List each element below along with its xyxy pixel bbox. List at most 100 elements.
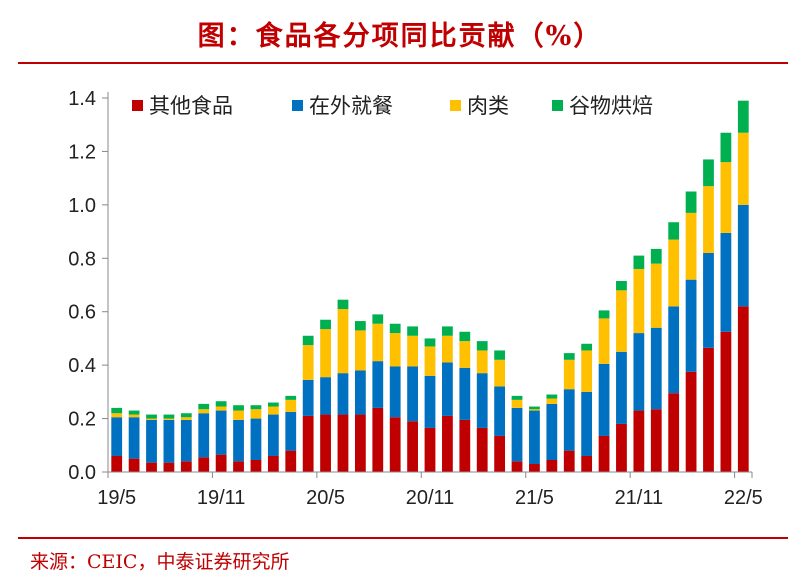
bar-21-5-series-0 xyxy=(529,463,540,472)
source-rule xyxy=(18,537,788,539)
bar-22-5-series-1 xyxy=(737,204,749,307)
bar-20-2-series-3 xyxy=(267,402,279,407)
y-tick-label: 0.0 xyxy=(68,462,96,484)
bar-20-4-series-0 xyxy=(302,415,314,472)
bar-21-6-series-0 xyxy=(546,459,558,472)
bar-20-2-series-1 xyxy=(267,414,279,456)
y-tick-label: 0.8 xyxy=(68,248,96,270)
bar-20-5-series-3 xyxy=(320,319,331,330)
bar-20-7-series-1 xyxy=(354,370,366,415)
bar-20-1-series-3 xyxy=(250,405,262,410)
legend-swatch xyxy=(450,100,461,111)
bar-19-11-series-2 xyxy=(215,406,227,411)
bar-group xyxy=(111,100,749,472)
bar-20-12-series-0 xyxy=(442,415,453,472)
bar-19-10-series-0 xyxy=(198,457,210,472)
bar-22-1-series-3 xyxy=(668,222,680,240)
legend: 其他食品 在外就餐 肉类 谷物烘焙 xyxy=(132,94,653,118)
bar-19-12-series-1 xyxy=(233,419,244,462)
bar-21-3-series-2 xyxy=(494,359,506,387)
bar-20-8-series-1 xyxy=(372,361,384,408)
bar-21-11-series-3 xyxy=(633,255,645,269)
bar-21-2-series-2 xyxy=(476,350,488,374)
bar-21-7-series-3 xyxy=(563,353,575,360)
bar-22-3-series-3 xyxy=(703,159,714,187)
bar-21-8-series-0 xyxy=(581,455,593,472)
bar-20-4-series-3 xyxy=(302,335,314,346)
legend-swatch xyxy=(132,100,143,111)
bar-21-10-series-1 xyxy=(616,351,627,424)
bar-22-4-series-3 xyxy=(720,132,732,163)
bar-22-4-series-0 xyxy=(720,331,732,472)
legend-label: 其他食品 xyxy=(149,94,233,118)
bar-19-12-series-0 xyxy=(233,461,244,472)
bar-20-10-series-1 xyxy=(407,366,418,422)
bar-21-5-series-3 xyxy=(529,406,540,410)
bar-19-9-series-1 xyxy=(180,419,192,462)
bar-20-4-series-2 xyxy=(302,345,314,380)
bar-20-1-series-0 xyxy=(250,459,262,472)
bar-21-7-series-1 xyxy=(563,389,575,451)
bar-20-5-series-0 xyxy=(320,414,331,472)
bar-19-6-series-0 xyxy=(128,458,140,472)
bar-20-3-series-3 xyxy=(285,395,297,400)
bar-19-9-series-3 xyxy=(180,413,192,418)
bar-20-8-series-2 xyxy=(372,323,384,362)
bar-22-3-series-1 xyxy=(703,252,714,348)
bar-21-1-series-3 xyxy=(459,331,471,342)
bar-21-2-series-0 xyxy=(476,427,488,472)
bar-22-3-series-0 xyxy=(703,347,714,472)
legend-swatch xyxy=(552,100,563,111)
bar-21-5-series-1 xyxy=(529,410,540,464)
bar-21-3-series-1 xyxy=(494,386,506,436)
bar-20-3-series-0 xyxy=(285,450,297,472)
bar-20-7-series-2 xyxy=(354,330,366,371)
source-note: 来源：CEIC，中泰证券研究所 xyxy=(30,551,290,573)
bar-19-7-series-1 xyxy=(146,419,157,463)
y-tick-label: 1.4 xyxy=(68,88,96,110)
bar-20-9-series-0 xyxy=(389,417,401,472)
bar-19-6-series-3 xyxy=(128,410,140,415)
bar-22-3-series-2 xyxy=(703,186,714,253)
chart-title: 图：食品各分项同比贡献（%） xyxy=(197,21,603,52)
bar-21-7-series-2 xyxy=(563,359,575,390)
y-tick-label: 0.6 xyxy=(68,302,96,324)
bar-22-2-series-3 xyxy=(685,191,697,213)
legend-label: 在外就餐 xyxy=(309,94,393,118)
bar-20-9-series-2 xyxy=(389,333,401,367)
bar-21-4-series-2 xyxy=(511,399,523,408)
bar-19-10-series-2 xyxy=(198,409,210,414)
bar-19-5-series-2 xyxy=(111,413,123,418)
bar-20-7-series-0 xyxy=(354,414,366,472)
bar-21-2-series-3 xyxy=(476,341,488,351)
bar-19-6-series-2 xyxy=(128,414,140,418)
legend-swatch xyxy=(292,100,303,111)
bar-19-8-series-2 xyxy=(163,418,175,420)
bar-21-6-series-1 xyxy=(546,403,558,460)
bar-22-2-series-2 xyxy=(685,212,697,280)
bar-21-12-series-1 xyxy=(650,327,662,410)
bar-22-5-series-3 xyxy=(737,100,749,133)
bar-21-12-series-2 xyxy=(650,263,662,328)
bar-21-5-series-2 xyxy=(529,409,540,411)
bar-21-9-series-1 xyxy=(598,363,610,436)
bar-21-9-series-2 xyxy=(598,318,610,364)
bar-22-2-series-0 xyxy=(685,371,697,472)
y-tick-label: 0.4 xyxy=(68,355,96,377)
bar-22-1-series-0 xyxy=(668,393,680,472)
bar-19-8-series-3 xyxy=(163,414,175,419)
y-tick-label: 0.2 xyxy=(68,409,96,431)
bar-21-6-series-3 xyxy=(546,394,558,399)
bar-20-10-series-0 xyxy=(407,421,418,472)
y-tick-label: 1.0 xyxy=(68,195,96,217)
bar-19-10-series-1 xyxy=(198,413,210,458)
title-rule xyxy=(18,62,788,64)
bar-19-12-series-2 xyxy=(233,410,244,420)
bar-19-7-series-0 xyxy=(146,462,157,472)
bar-19-11-series-1 xyxy=(215,410,227,455)
bar-20-8-series-0 xyxy=(372,407,384,472)
bar-20-1-series-1 xyxy=(250,418,262,460)
bar-21-3-series-3 xyxy=(494,350,506,360)
bar-20-6-series-0 xyxy=(337,414,349,472)
